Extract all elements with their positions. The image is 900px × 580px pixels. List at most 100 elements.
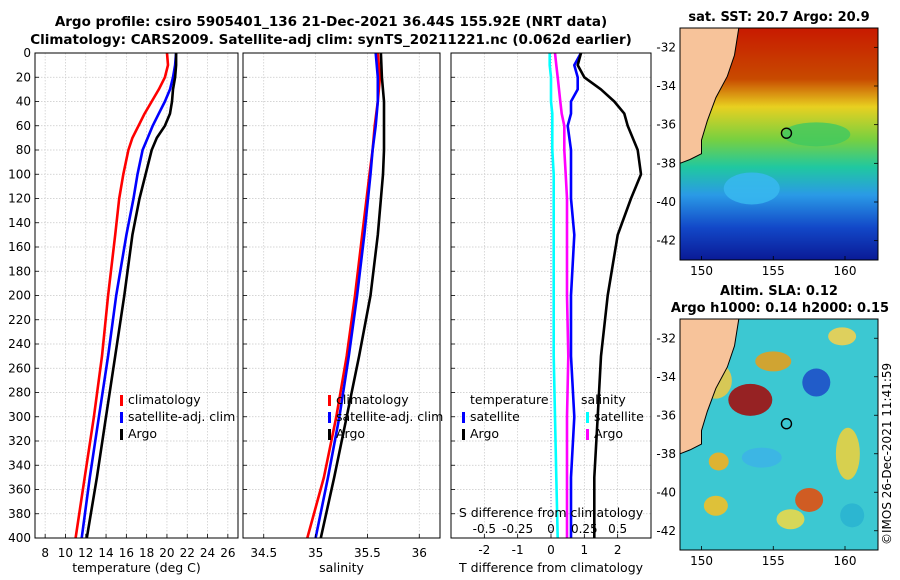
longitude-label: 160 <box>834 554 857 568</box>
sla-anomaly-blob <box>755 351 792 372</box>
legend-argo-swatch <box>120 429 123 440</box>
sla-anomaly-blob <box>835 427 860 480</box>
temperature-tick-label: 12 <box>78 546 93 560</box>
latitude-label: -40 <box>656 195 676 209</box>
depth-tick-label: 100 <box>8 167 31 181</box>
temperature-tick-label: 20 <box>159 546 174 560</box>
legend-t-satellite-label: satellite <box>470 409 520 424</box>
temperature-diff-tick-label: 1 <box>581 543 589 557</box>
latitude-label: -42 <box>656 234 676 248</box>
sst-frame <box>679 27 879 261</box>
legend-climatology-swatch <box>328 395 331 406</box>
argo-float-marker <box>780 127 793 139</box>
temperature-diff-tick-label: -1 <box>512 543 524 557</box>
salinity-tick-label: 35.5 <box>354 546 381 560</box>
sla-anomaly-blob <box>776 509 805 530</box>
legend-argo-label: Argo <box>336 426 365 441</box>
salinity-diff-tick-label: -0.25 <box>502 522 533 536</box>
legend-t-argo-label: Argo <box>470 426 499 441</box>
legend-s-satellite-swatch <box>586 412 589 423</box>
depth-tick-label: 400 <box>8 531 31 545</box>
australia-coastline <box>679 318 740 455</box>
depth-tick-label: 320 <box>8 434 31 448</box>
legend-climatology-label: climatology <box>336 392 409 407</box>
temperature-diff-tick-label: 2 <box>614 543 622 557</box>
latitude-label: -32 <box>656 331 676 345</box>
latitude-label: -36 <box>656 408 676 422</box>
longitude-label: 155 <box>762 554 785 568</box>
sst-map: -32 -34 -36 -38 -40 -42 150 155 160 <box>656 27 879 278</box>
sla-anomaly-blob <box>741 447 782 468</box>
sst-map-title: sat. SST: 20.7 Argo: 20.9 <box>688 10 870 25</box>
temperature-frame <box>34 52 239 539</box>
figure-title-line2: Climatology: CARS2009. Satellite-adj cli… <box>30 32 632 48</box>
difference-axes: -2 -1 0 1 2 T difference from climatology S di… <box>450 52 652 575</box>
legend-climatology-label: climatology <box>128 392 201 407</box>
temperature-series-clim <box>74 52 170 539</box>
depth-tick-label: 180 <box>8 264 31 278</box>
temperature-axes: 0 20 40 60 80 100 120 140 160 180 200 220 240 260 280 3… <box>8 46 239 575</box>
temperature-diff-axis-label: T difference from climatology <box>458 560 644 575</box>
salinity-diff-satellite <box>548 53 559 539</box>
temperature-tick-label: 22 <box>180 546 195 560</box>
legend-salinity-title: salinity <box>581 392 626 407</box>
difference-frame <box>450 52 652 539</box>
depth-tick-label: 200 <box>8 289 31 303</box>
sst-patch <box>782 122 851 147</box>
sla-anomaly-blob <box>728 383 773 416</box>
latitude-label: -32 <box>656 40 676 54</box>
depth-tick-label: 300 <box>8 410 31 424</box>
legend-t-argo-swatch <box>462 429 465 440</box>
temperature-tick-label: 18 <box>139 546 154 560</box>
depth-tick-label: 20 <box>16 70 31 84</box>
temperature-diff-argo <box>576 52 643 538</box>
salinity-diff-argo <box>553 52 570 538</box>
salinity-diff-tick-label: 0 <box>547 522 555 536</box>
temperature-series-argo <box>85 53 178 539</box>
depth-tick-label: 40 <box>16 95 31 109</box>
legend-t-satellite-swatch <box>462 412 465 423</box>
sla-map: -32 -34 -36 -38 -40 -42 150 155 160 <box>656 318 879 568</box>
depth-tick-label: 140 <box>8 216 31 230</box>
temperature-series-sat <box>80 52 178 539</box>
depth-tick-label: 80 <box>16 143 31 157</box>
sla-map-title-line2: Argo h1000: 0.14 h2000: 0.15 <box>670 301 890 316</box>
figure-title-line1: Argo profile: csiro 5905401_136 21-Dec-2… <box>54 14 608 30</box>
sla-map-title-line1: Altim. SLA: 0.12 <box>720 284 838 299</box>
legend-satellite-adj-swatch <box>328 412 331 423</box>
salinity-diff-tick-label: -0.5 <box>473 522 496 536</box>
salinity-diff-axis-label: S difference from climatology <box>459 505 644 520</box>
legend-satellite-adj-swatch <box>120 412 123 423</box>
latitude-label: -36 <box>656 118 676 132</box>
salinity-diff-tick-label: 0.5 <box>608 522 627 536</box>
sla-anomaly-blob <box>703 495 728 516</box>
salinity-axis-label: salinity <box>319 560 364 575</box>
temperature-tick-label: 26 <box>220 546 235 560</box>
longitude-label: 150 <box>690 554 713 568</box>
temperature-axis-label: temperature (deg C) <box>72 560 201 575</box>
salinity-tick-label: 35 <box>308 546 323 560</box>
sla-anomaly-blob <box>795 487 824 512</box>
salinity-tick-label: 34.5 <box>250 546 277 560</box>
temperature-diff-satellite <box>566 52 583 538</box>
australia-coastline <box>679 27 740 165</box>
temperature-tick-label: 10 <box>58 546 73 560</box>
depth-tick-label: 240 <box>8 337 31 351</box>
longitude-label: 155 <box>762 264 785 278</box>
depth-tick-label: 380 <box>8 507 31 521</box>
depth-tick-label: 260 <box>8 361 31 375</box>
sla-anomaly-blob <box>840 503 865 528</box>
sla-anomaly-blob <box>802 368 831 397</box>
sla-anomaly-blob <box>708 452 729 471</box>
temperature-diff-tick-label: 0 <box>547 543 555 557</box>
temperature-tick-label: 14 <box>98 546 113 560</box>
sst-patch <box>723 172 780 205</box>
temperature-tick-label: 16 <box>119 546 134 560</box>
salinity-frame <box>242 52 441 539</box>
legend-s-argo-swatch <box>586 429 589 440</box>
longitude-label: 160 <box>834 264 857 278</box>
depth-tick-label: 0 <box>23 46 31 60</box>
legend-argo-label: Argo <box>128 426 157 441</box>
salinity-diff-tick-label: 0.25 <box>571 522 598 536</box>
